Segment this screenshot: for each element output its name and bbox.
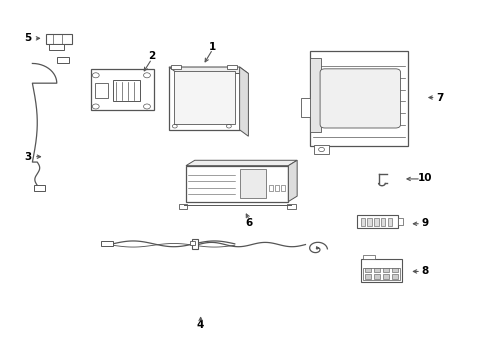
Bar [360,259,401,282]
Bar [380,218,385,226]
Text: 10: 10 [417,173,431,183]
Text: 3: 3 [24,152,31,162]
Bar [91,69,154,110]
Bar [382,274,388,279]
Text: 6: 6 [245,218,252,228]
Bar [310,51,407,146]
Bar [300,98,311,117]
Polygon shape [168,67,248,73]
Bar [192,239,198,249]
Polygon shape [288,160,297,202]
Bar [387,218,391,226]
Bar [373,268,379,272]
Bar [227,64,237,69]
Bar [362,255,374,259]
Bar [168,67,239,130]
Bar [45,35,72,44]
Bar [391,268,397,272]
Bar [274,185,279,191]
Bar [49,44,64,50]
Text: 8: 8 [421,266,427,276]
Polygon shape [239,67,248,136]
Bar [57,57,69,63]
Bar [34,185,44,191]
Bar [239,169,266,198]
Bar [178,204,187,210]
Text: 7: 7 [435,93,442,103]
Bar [365,274,370,279]
Bar [362,267,399,280]
Bar [382,268,388,272]
FancyBboxPatch shape [320,69,400,128]
Text: 1: 1 [209,42,216,52]
Bar [171,64,181,69]
Bar [366,218,371,226]
Bar [365,268,370,272]
Bar [189,241,194,245]
Bar [173,71,234,125]
Bar [268,185,273,191]
Bar [280,185,285,191]
Bar [95,83,108,98]
Bar [101,240,113,246]
Bar [373,274,379,279]
Bar [286,204,295,210]
Bar [310,58,321,132]
Bar [314,145,328,154]
Text: 2: 2 [148,51,155,61]
Bar [360,218,364,226]
Bar [356,215,397,228]
Bar [397,219,402,225]
Text: 4: 4 [197,320,204,330]
Bar [185,166,288,202]
Bar [373,218,378,226]
Text: 5: 5 [24,33,31,43]
Polygon shape [185,160,297,166]
Text: 9: 9 [421,218,427,228]
Bar [113,80,140,101]
Bar [391,274,397,279]
